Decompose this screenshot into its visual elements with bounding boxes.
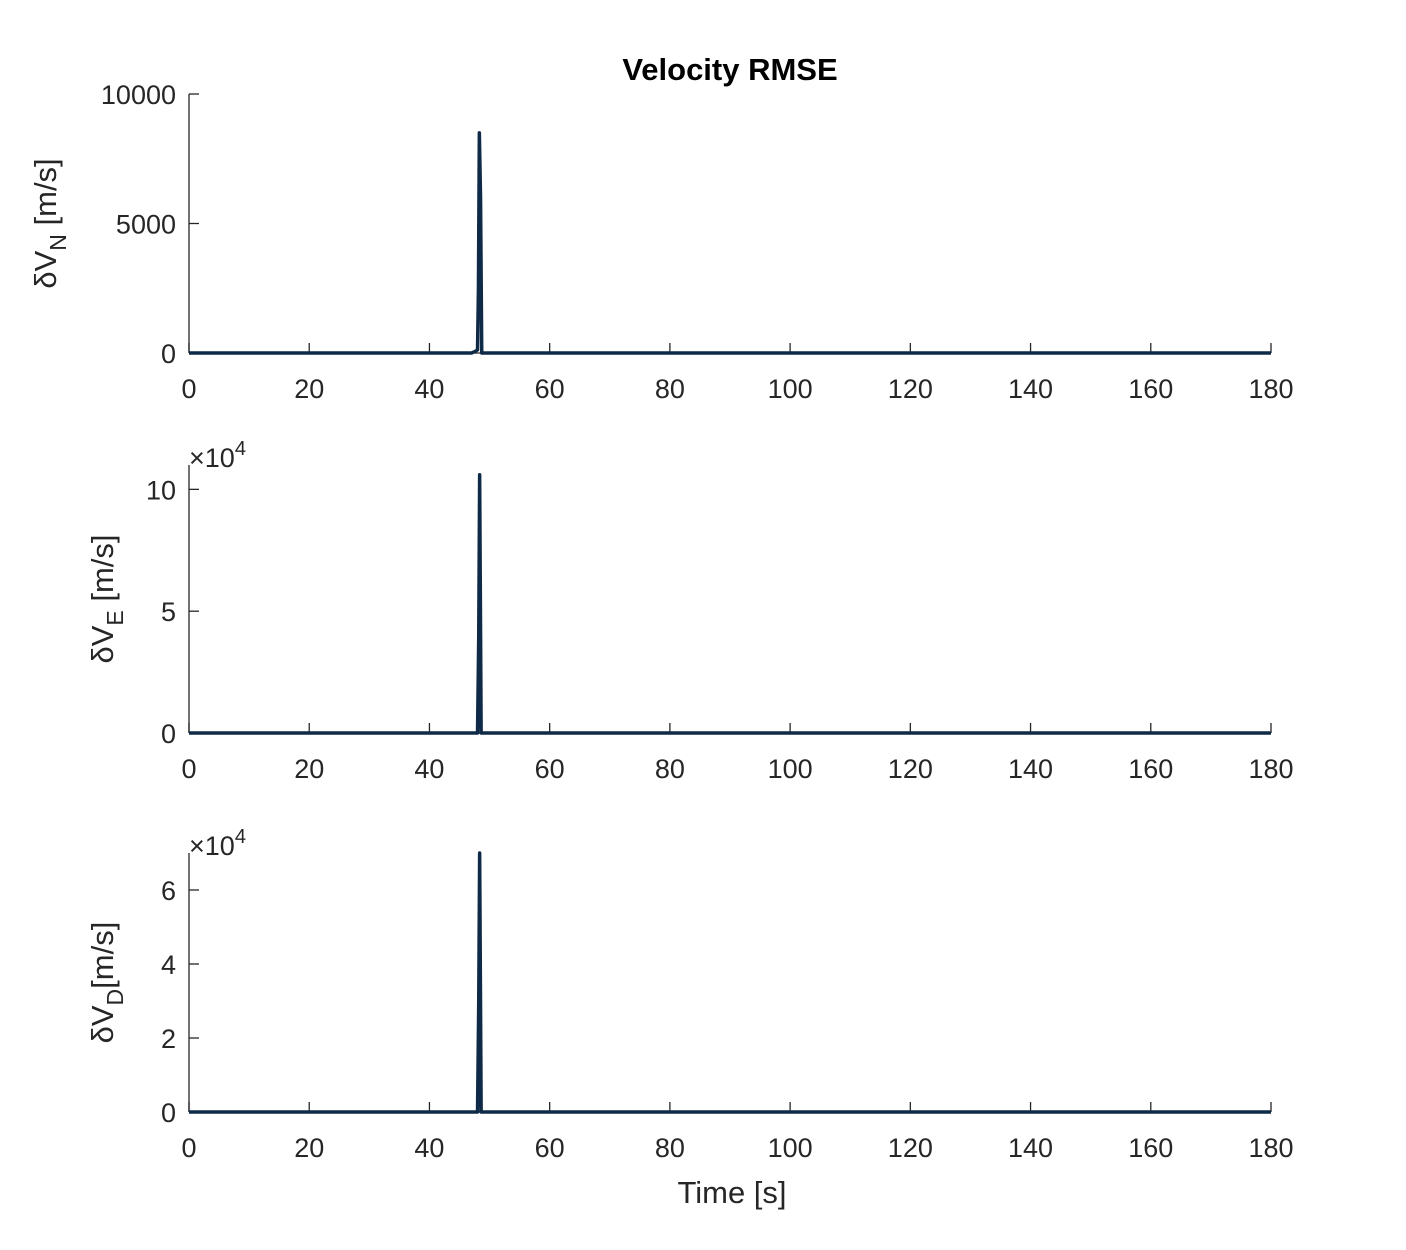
- subplot-2: 0 20 40 60 80 100 120 140 160 180 0 5 10 ×104 δVE [m/s…: [85, 438, 1294, 784]
- y-tick-label: 2: [161, 1024, 176, 1054]
- y-axis-multiplier: ×104: [189, 826, 246, 861]
- y-axis-label: δVD[m/s]: [85, 922, 128, 1044]
- y-tick-label: 0: [161, 339, 176, 369]
- x-tick-label: 60: [535, 1133, 565, 1163]
- x-tick-label: 180: [1248, 754, 1293, 784]
- x-tick-label: 140: [1008, 374, 1053, 404]
- y-tick-label: 10000: [101, 80, 176, 110]
- x-tick-label: 120: [888, 1133, 933, 1163]
- figure-title: Velocity RMSE: [622, 52, 837, 87]
- x-tick-label: 100: [768, 1133, 813, 1163]
- x-tick-label: 180: [1248, 1133, 1293, 1163]
- x-tick-label: 20: [294, 1133, 324, 1163]
- series-line: [189, 851, 1271, 1114]
- y-tick-label: 5000: [116, 210, 176, 240]
- x-tick-label: 160: [1128, 374, 1173, 404]
- x-tick-label: 60: [535, 754, 565, 784]
- y-tick-label: 10: [146, 475, 176, 505]
- x-tick-label: 160: [1128, 1133, 1173, 1163]
- y-tick-label: 6: [161, 876, 176, 906]
- x-tick-label: 140: [1008, 754, 1053, 784]
- x-tick-label: 100: [768, 374, 813, 404]
- x-tick-label: 40: [414, 1133, 444, 1163]
- series-line: [189, 131, 1271, 355]
- y-tick-label: 5: [161, 597, 176, 627]
- x-tick-label: 120: [888, 374, 933, 404]
- x-tick-label: 60: [535, 374, 565, 404]
- x-tick-label: 140: [1008, 1133, 1053, 1163]
- subplot-1: 0 20 40 60 80 100 120 140 160 180 0 5000 10000 δVN [m…: [28, 80, 1294, 404]
- x-tick-label: 40: [414, 754, 444, 784]
- y-tick-label: 4: [161, 950, 176, 980]
- x-tick-label: 80: [655, 1133, 685, 1163]
- x-tick-label: 180: [1248, 374, 1293, 404]
- y-axis-label: δVE [m/s]: [85, 534, 128, 663]
- y-tick-label: 0: [161, 719, 176, 749]
- subplot-3: 0 20 40 60 80 100 120 140 160 180 0 2 4 6 ×104 δVD[m/s]…: [85, 826, 1294, 1210]
- x-tick-label: 80: [655, 374, 685, 404]
- x-tick-label: 80: [655, 754, 685, 784]
- x-tick-label: 160: [1128, 754, 1173, 784]
- x-tick-label: 100: [768, 754, 813, 784]
- x-tick-label: 20: [294, 374, 324, 404]
- x-tick-label: 40: [414, 374, 444, 404]
- x-axis-label: Time [s]: [677, 1175, 786, 1210]
- x-tick-label: 120: [888, 754, 933, 784]
- x-tick-label: 0: [181, 374, 196, 404]
- y-axis-label: δVN [m/s]: [28, 158, 71, 288]
- series-line: [189, 473, 1271, 735]
- y-axis-multiplier: ×104: [189, 438, 246, 473]
- x-tick-label: 0: [181, 754, 196, 784]
- y-tick-label: 0: [161, 1098, 176, 1128]
- x-tick-label: 20: [294, 754, 324, 784]
- x-tick-label: 0: [181, 1133, 196, 1163]
